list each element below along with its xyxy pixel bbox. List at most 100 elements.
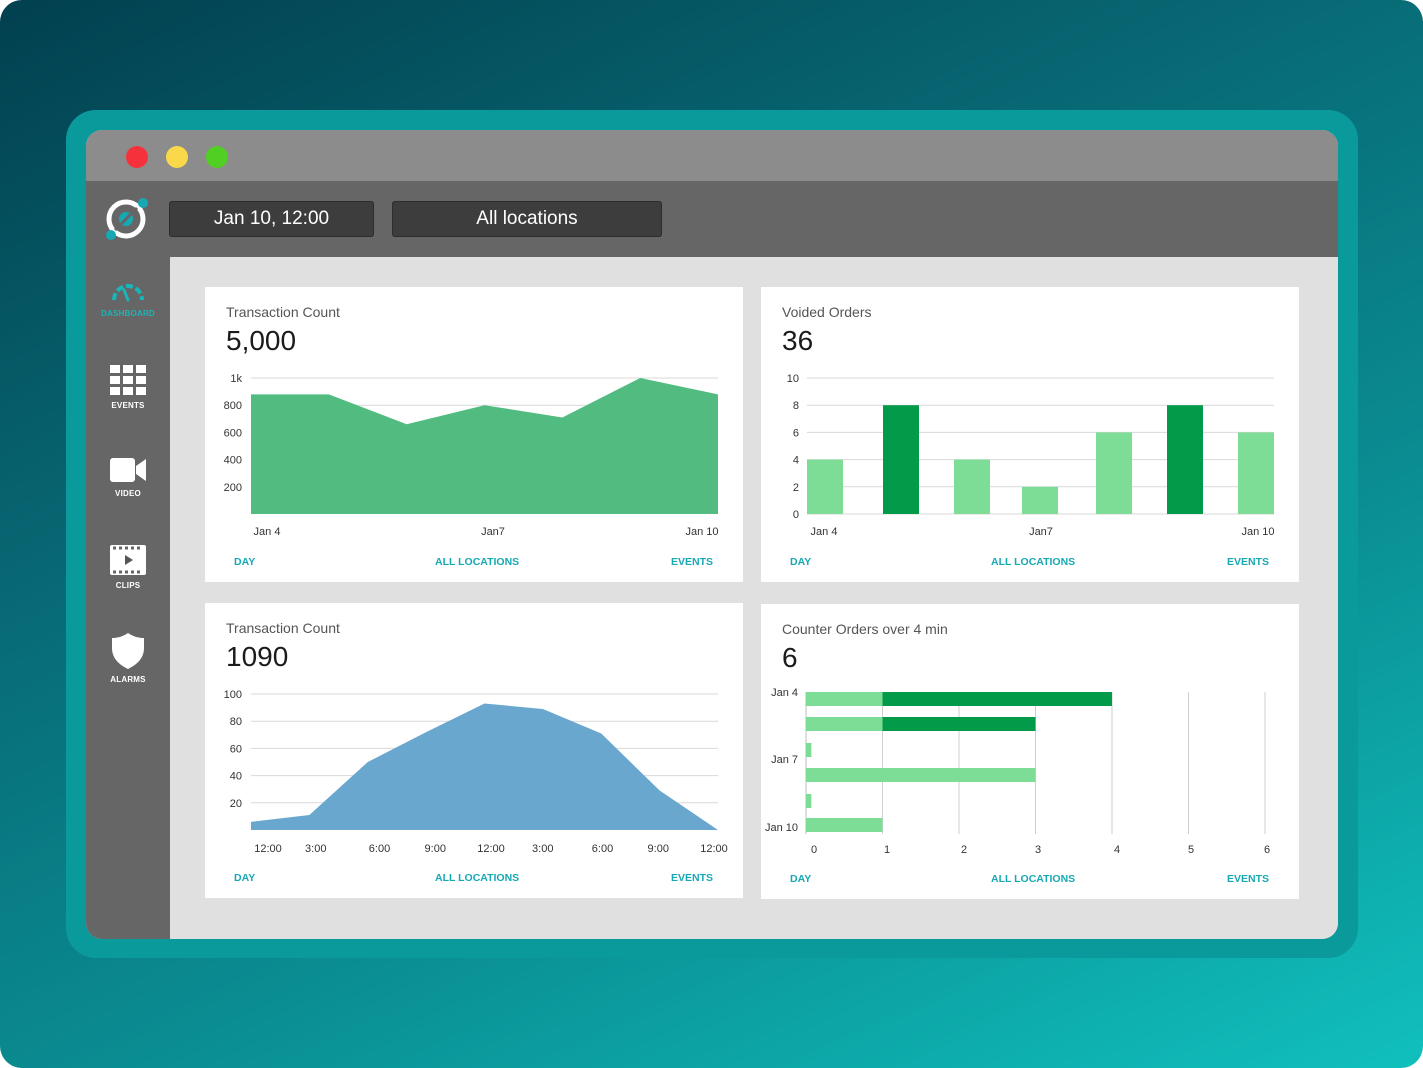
bar [806,768,1036,782]
x-tick-label: 2 [961,844,967,856]
y-tick-label: 400 [224,455,242,467]
y-tick-label: 800 [224,400,242,412]
events-link[interactable]: EVENTS [670,556,713,568]
card-value: 5,000 [226,325,297,356]
dashboard-main: Transaction Count 5,000 1k 800 600 400 200 Ja… [170,257,1338,939]
transaction-count-area-chart: 1k 800 600 400 200 Jan 4 Jan7 Jan 10 [224,373,719,538]
bar [806,818,883,832]
x-tick-label: 1 [884,844,890,856]
shield-icon [112,633,144,669]
y-tick-label: 8 [793,400,799,412]
counter-orders-horizontal-bar-chart: 0 1 2 3 4 5 6 Jan 4 Jan 7 Jan 10 [765,687,1270,856]
x-tick-label: 12:00 [477,843,505,855]
close-window-button[interactable] [126,146,148,168]
events-link[interactable]: EVENTS [670,872,713,884]
y-tick-label: 200 [224,482,242,494]
x-tick-label: 3:00 [305,843,326,855]
bar [1167,405,1203,514]
top-bar: Jan 10, 12:00 All locations [86,181,1338,257]
bar [806,717,883,731]
bar [806,692,883,706]
day-link[interactable]: DAY [234,872,256,884]
x-tick-label: 9:00 [648,843,669,855]
title-bar [86,130,1338,181]
x-tick-label: 6:00 [369,843,390,855]
y-tick-label: 0 [793,509,799,521]
sidebar-item-label: DASHBOARD [101,309,155,318]
area-series [251,703,718,830]
x-tick-label: 6:00 [592,843,613,855]
day-link[interactable]: DAY [790,873,812,885]
sidebar-item-label: EVENTS [111,401,145,410]
bar [1238,432,1274,514]
y-tick-label: 60 [230,743,242,755]
x-tick-label: Jan 10 [1241,526,1274,538]
y-tick-label: 6 [793,427,799,439]
video-camera-icon [110,458,146,482]
x-tick-label: 0 [811,844,817,856]
card-value: 1090 [226,641,289,672]
sidebar-item-label: ALARMS [110,675,146,684]
y-tick-label: 1k [230,373,242,385]
x-tick-label: 3 [1035,844,1041,856]
x-tick-label: 12:00 [254,843,282,855]
x-tick-label: 5 [1188,844,1194,856]
bar [882,717,1036,731]
maximize-window-button[interactable] [206,146,228,168]
voided-orders-card: Voided Orders 36 10 8 6 4 2 0 Jan 4 Jan7 Jan 10 … [761,287,1299,582]
x-tick-label: Jan 4 [811,526,838,538]
events-link[interactable]: EVENTS [1226,556,1269,568]
x-tick-label: Jan 4 [254,526,281,538]
bar [954,459,990,514]
y-tick-label: 2 [793,482,799,494]
events-link[interactable]: EVENTS [1226,873,1269,885]
card-title: Voided Orders [782,304,872,320]
target-logo-icon[interactable] [104,195,150,241]
x-tick-label: Jan 10 [685,526,718,538]
sidebar-item-video[interactable]: VIDEO [86,457,170,498]
date-selector[interactable]: Jan 10, 12:00 [169,201,374,237]
y-tick-label: 4 [793,455,799,467]
all-locations-link[interactable]: ALL LOCATIONS [991,556,1076,568]
day-link[interactable]: DAY [234,556,256,568]
app-window: Jan 10, 12:00 All locations DASHBOARD EV… [86,130,1338,939]
y-tick-label: 20 [230,798,242,810]
sidebar-item-label: VIDEO [115,489,141,498]
card-title: Transaction Count [226,304,340,320]
all-locations-link[interactable]: ALL LOCATIONS [435,872,520,884]
location-selector[interactable]: All locations [392,201,662,237]
y-tick-label: 10 [787,373,799,385]
gauge-icon [112,284,144,302]
all-locations-link[interactable]: ALL LOCATIONS [991,873,1076,885]
day-link[interactable]: DAY [790,556,812,568]
all-locations-link[interactable]: ALL LOCATIONS [435,556,520,568]
voided-orders-bar-chart: 10 8 6 4 2 0 Jan 4 Jan7 Jan 10 [787,373,1275,538]
y-tick-label: Jan 4 [771,687,798,699]
sidebar-item-clips[interactable]: CLIPS [86,545,170,590]
card-title: Counter Orders over 4 min [782,621,948,637]
minimize-window-button[interactable] [166,146,188,168]
film-clip-icon [110,545,146,575]
counter-orders-card: Counter Orders over 4 min 6 0 1 2 3 4 5 6 Jan 4… [761,604,1299,899]
y-tick-label: Jan 7 [771,754,798,766]
x-tick-label: 4 [1114,844,1120,856]
sidebar-item-dashboard[interactable]: DASHBOARD [86,279,170,318]
bar [807,459,843,514]
y-tick-label: Jan 10 [765,822,798,834]
bar [806,794,812,808]
card-title: Transaction Count [226,620,340,636]
y-tick-label: 40 [230,771,242,783]
x-tick-label: 9:00 [425,843,446,855]
bar [1022,486,1058,514]
y-tick-label: 80 [230,716,242,728]
y-tick-label: 100 [224,689,242,701]
transaction-count-hourly-area-chart: 100 80 60 40 20 12:00 3:00 6:00 9:00 12:00 3:00 6:0… [224,689,728,855]
area-series [251,378,718,514]
grid-icon [110,365,146,395]
bar [1096,432,1132,514]
sidebar-item-events[interactable]: EVENTS [86,365,170,410]
sidebar-item-alarms[interactable]: ALARMS [86,633,170,684]
sidebar: DASHBOARD EVENTS VIDEO [86,257,170,939]
y-tick-label: 600 [224,427,242,439]
bar [806,743,812,757]
